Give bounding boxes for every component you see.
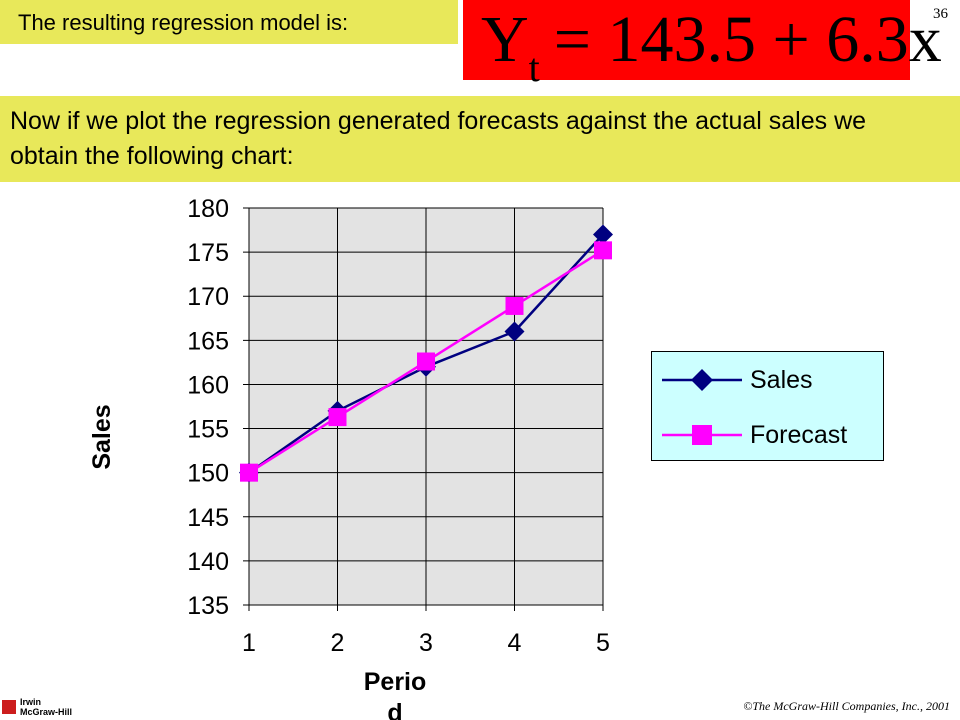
grid-lines bbox=[243, 207, 604, 611]
y-tick-label: 145 bbox=[187, 504, 229, 532]
y-tick-label: 160 bbox=[187, 371, 229, 399]
y-tick-label: 155 bbox=[187, 416, 229, 444]
regression-model-caption: The resulting regression model is: bbox=[18, 10, 349, 35]
forecast-point bbox=[328, 408, 347, 427]
x-tick-label: 3 bbox=[419, 629, 433, 657]
x-axis-tick-labels: 1 2 3 4 5 bbox=[242, 629, 610, 657]
formula-lhs: Y bbox=[481, 3, 529, 76]
intro-banner: Now if we plot the regression generated … bbox=[0, 96, 960, 182]
logo-line-1: Irwin bbox=[20, 697, 42, 707]
publisher-logo-icon bbox=[2, 700, 16, 714]
legend-label-sales: Sales bbox=[750, 365, 813, 394]
legend-label-forecast: Forecast bbox=[750, 420, 848, 449]
forecast-point bbox=[417, 352, 435, 371]
x-tick-label: 5 bbox=[596, 629, 610, 657]
x-tick-label: 4 bbox=[508, 629, 522, 657]
regression-formula-box: Yt = 143.5 + 6.3x bbox=[463, 0, 942, 90]
y-axis-tick-labels: 135 140 145 150 155 160 165 170 175 180 bbox=[187, 195, 229, 620]
x-tick-label: 1 bbox=[242, 629, 256, 657]
sales-diamond-icon bbox=[662, 369, 742, 391]
intro-text: Now if we plot the regression generated … bbox=[10, 107, 867, 170]
regression-formula: Yt = 143.5 + 6.3x bbox=[481, 3, 942, 91]
x-tick-label: 2 bbox=[331, 629, 345, 657]
logo-line-2: McGraw-Hill bbox=[20, 707, 73, 717]
series-forecast bbox=[240, 241, 612, 482]
series-group bbox=[239, 224, 613, 483]
x-axis-label: Perio d bbox=[364, 668, 427, 720]
y-tick-label: 175 bbox=[187, 239, 229, 267]
forecast-point bbox=[505, 296, 524, 315]
copyright-notice: ©The McGraw-Hill Companies, Inc., 2001 bbox=[743, 699, 950, 713]
formula-rhs: = 143.5 + 6.3x bbox=[553, 3, 942, 76]
y-tick-label: 140 bbox=[187, 548, 229, 576]
y-tick-label: 150 bbox=[187, 460, 229, 488]
sales-point bbox=[504, 321, 525, 342]
forecast-point bbox=[594, 241, 612, 260]
y-axis-label: Sales bbox=[88, 404, 116, 469]
legend-item-sales: Sales bbox=[662, 365, 813, 395]
y-tick-label: 165 bbox=[187, 327, 229, 355]
publisher-logo: Irwin McGraw-Hill bbox=[2, 696, 84, 718]
sales-point bbox=[593, 224, 613, 245]
regression-model-banner: The resulting regression model is: bbox=[0, 0, 458, 44]
forecast-point bbox=[240, 463, 258, 482]
slide-number: 36 bbox=[933, 6, 948, 22]
y-tick-label: 180 bbox=[187, 195, 229, 223]
chart-legend: Sales Forecast bbox=[651, 351, 884, 461]
y-tick-label: 135 bbox=[187, 592, 229, 620]
y-tick-label: 170 bbox=[187, 283, 229, 311]
formula-subscript: t bbox=[528, 45, 540, 90]
legend-item-forecast: Forecast bbox=[662, 420, 847, 450]
forecast-square-icon bbox=[662, 425, 742, 445]
